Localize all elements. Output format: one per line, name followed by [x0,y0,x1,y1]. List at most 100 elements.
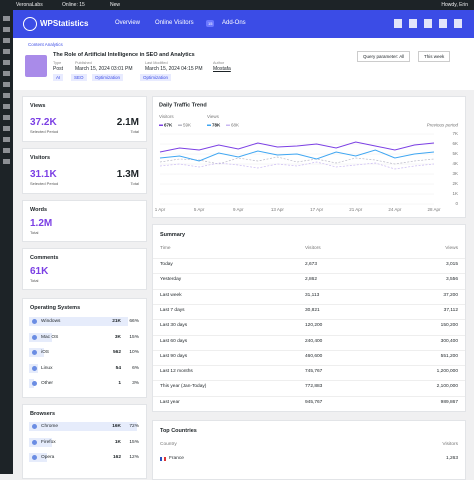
table-cell: Last 7 days [160,307,185,313]
traffic-chart: Daily Traffic Trend 0 1K 2K 3K 4K 5K 6K 7K 1 Apr 5… [152,96,466,218]
online-count[interactable]: Online: 15 [62,2,85,8]
table-cell: 300,400 [440,338,458,344]
row-name: Chrome [41,424,59,429]
row-divider [153,380,465,382]
logo-icon [23,17,37,31]
chart-title: Daily Traffic Trend [159,102,207,108]
table-cell: 3,556 [445,277,458,283]
list-title: Operating Systems [30,305,81,311]
y-tick-label: 2K [452,181,458,186]
menu-icons[interactable] [3,16,10,166]
table-cell: 37,112 [443,307,458,313]
tag[interactable]: AI [53,74,64,81]
summary-title: Summary [160,232,186,238]
stat-title: Visitors [30,155,51,161]
header-icons[interactable] [394,19,464,28]
row-divider [153,258,465,259]
table-cell: 989,867 [440,399,458,405]
table-cell: 745,767 [305,369,323,375]
row-share: 12% [129,455,139,460]
row-icon [32,439,37,445]
share-bar [29,422,137,431]
row-share: 10% [129,350,139,355]
table-cell: 945,767 [305,399,323,405]
legend-name: Views [207,114,220,119]
list-title: Browsers [30,411,56,417]
table-cell: 2,673 [305,262,318,267]
x-tick-label: 1 Apr [155,207,166,212]
column-header: Visitors [305,246,321,251]
table-cell: 1,263 [445,456,458,461]
nav-item[interactable]: Overview [115,20,141,26]
meta-label: Published [75,61,92,65]
row-count: 21K [112,319,121,324]
y-tick-label: 1K [452,191,458,196]
stat-card: Visitors 31.1K Selected Period 1.3M Total [22,148,147,194]
query-filter[interactable]: Query parameter: All [357,51,411,62]
legend-name: Visitors [159,114,174,119]
column-header: Country [160,442,177,447]
y-tick-label: 3K [452,171,458,176]
stat-card: Views 37.2K Selected Period 2.1M Total [22,96,147,142]
stat-selected: 31.1K [30,169,57,180]
line [159,161,435,170]
table-cell: Last 30 days [160,323,188,329]
table-cell: 1,200,000 [436,369,458,375]
meta-label: Author [213,61,225,65]
x-tick-label: 13 Apr [271,207,285,212]
legend-total: 67K [164,123,173,128]
nav-item[interactable]: Add-Ons [222,20,246,26]
row-share: 6% [132,365,139,371]
line [159,141,435,153]
legend-swatch [159,124,163,126]
legend-previous-total: 59K [183,123,191,128]
row-icon [32,334,37,340]
tag[interactable]: SEO [71,74,87,81]
nav-item[interactable]: Online Visitors [155,20,194,26]
table-cell: This year (Jan-Today) [160,384,207,390]
table-cell: 120,200 [305,323,323,329]
stat-selected: 37.2K [30,117,57,128]
table-cell: Last week [160,292,182,298]
tag[interactable]: Optimization [140,74,172,81]
meta-value: Post [53,66,64,72]
plugin-header [13,10,474,38]
x-tick-label: 9 Apr [233,207,244,212]
stat-total: 1.3M [116,169,139,180]
site-name[interactable]: VeronaLabs [16,2,43,8]
x-tick-label: 5 Apr [194,207,205,212]
table-cell: Yesterday [160,277,182,283]
meta-value: March 15, 2024 03:01 PM [75,66,133,72]
table-cell: 37,200 [443,292,458,298]
legend-swatch [226,124,230,126]
breadcrumb[interactable]: Content Analytics [28,42,63,47]
new-link[interactable]: New [110,2,121,8]
table-cell: 31,113 [305,292,320,298]
row-divider [153,273,465,275]
share-bar [29,379,34,388]
row-name: Windows [41,319,61,324]
stat-total-label: Total [130,129,139,134]
table-cell: 551,200 [440,353,458,359]
row-name: iOS [41,350,49,355]
table-cell: France [169,456,184,461]
row-icon [32,381,37,386]
table-cell: Today [160,262,173,267]
meta-value: March 15, 2024 04:15 PM [145,66,203,72]
stat-selected-label: Selected Period [30,129,59,134]
period-filter[interactable]: This week [418,51,451,62]
table-cell: 150,200 [440,323,458,329]
row-share: 3% [132,381,139,386]
stat-total: 1.2M [30,218,53,229]
legend-swatch [207,124,211,126]
column-header: Visitors [442,442,458,447]
tag[interactable]: Optimization [92,74,124,81]
row-count: 1 [118,381,121,386]
post-title: The Role of Artificial Intelligence in S… [53,52,195,58]
greeting[interactable]: Howdy, Erin [441,2,468,8]
legend-total: 78K [212,123,221,128]
row-divider [153,365,465,367]
row-count: 162 [112,455,121,460]
y-tick-label: 4K [452,161,458,166]
row-divider [153,395,465,397]
